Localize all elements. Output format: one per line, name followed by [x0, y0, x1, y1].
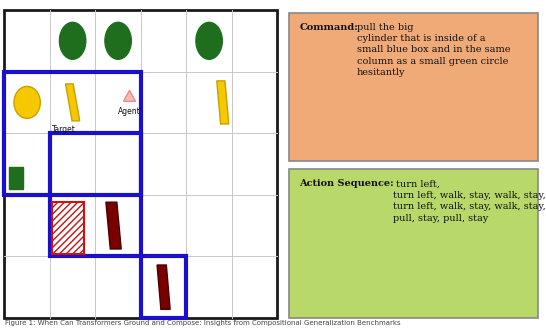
Bar [9, 167, 23, 189]
Text: Target: Target [52, 125, 76, 134]
Text: turn left,
turn left, walk, stay, walk, stay,
turn left, walk, stay, walk, stay,: turn left, turn left, walk, stay, walk, … [393, 179, 546, 223]
Ellipse shape [14, 86, 40, 118]
Text: Figure 1: When Can Transformers Ground and Compose: Insights from Compositional : Figure 1: When Can Transformers Ground a… [5, 320, 401, 326]
Polygon shape [66, 84, 80, 121]
Bar [52, 202, 85, 254]
Bar [52, 202, 85, 254]
Text: pull the big
cylinder that is inside of a
small blue box and in the same
column : pull the big cylinder that is inside of … [357, 23, 510, 77]
Ellipse shape [105, 22, 132, 59]
Bar [52, 202, 85, 254]
Ellipse shape [60, 22, 86, 59]
Text: Action Sequence:: Action Sequence: [299, 179, 394, 188]
Polygon shape [157, 265, 170, 309]
Bar [141, 256, 186, 318]
Bar [4, 10, 277, 318]
Polygon shape [106, 202, 121, 249]
FancyBboxPatch shape [289, 13, 538, 161]
Bar [50, 133, 141, 256]
Bar [4, 72, 141, 195]
Text: Agent: Agent [118, 107, 141, 116]
Polygon shape [217, 81, 229, 124]
Ellipse shape [196, 22, 222, 59]
Text: Command:: Command: [299, 23, 358, 31]
FancyBboxPatch shape [289, 170, 538, 318]
Polygon shape [123, 91, 135, 101]
